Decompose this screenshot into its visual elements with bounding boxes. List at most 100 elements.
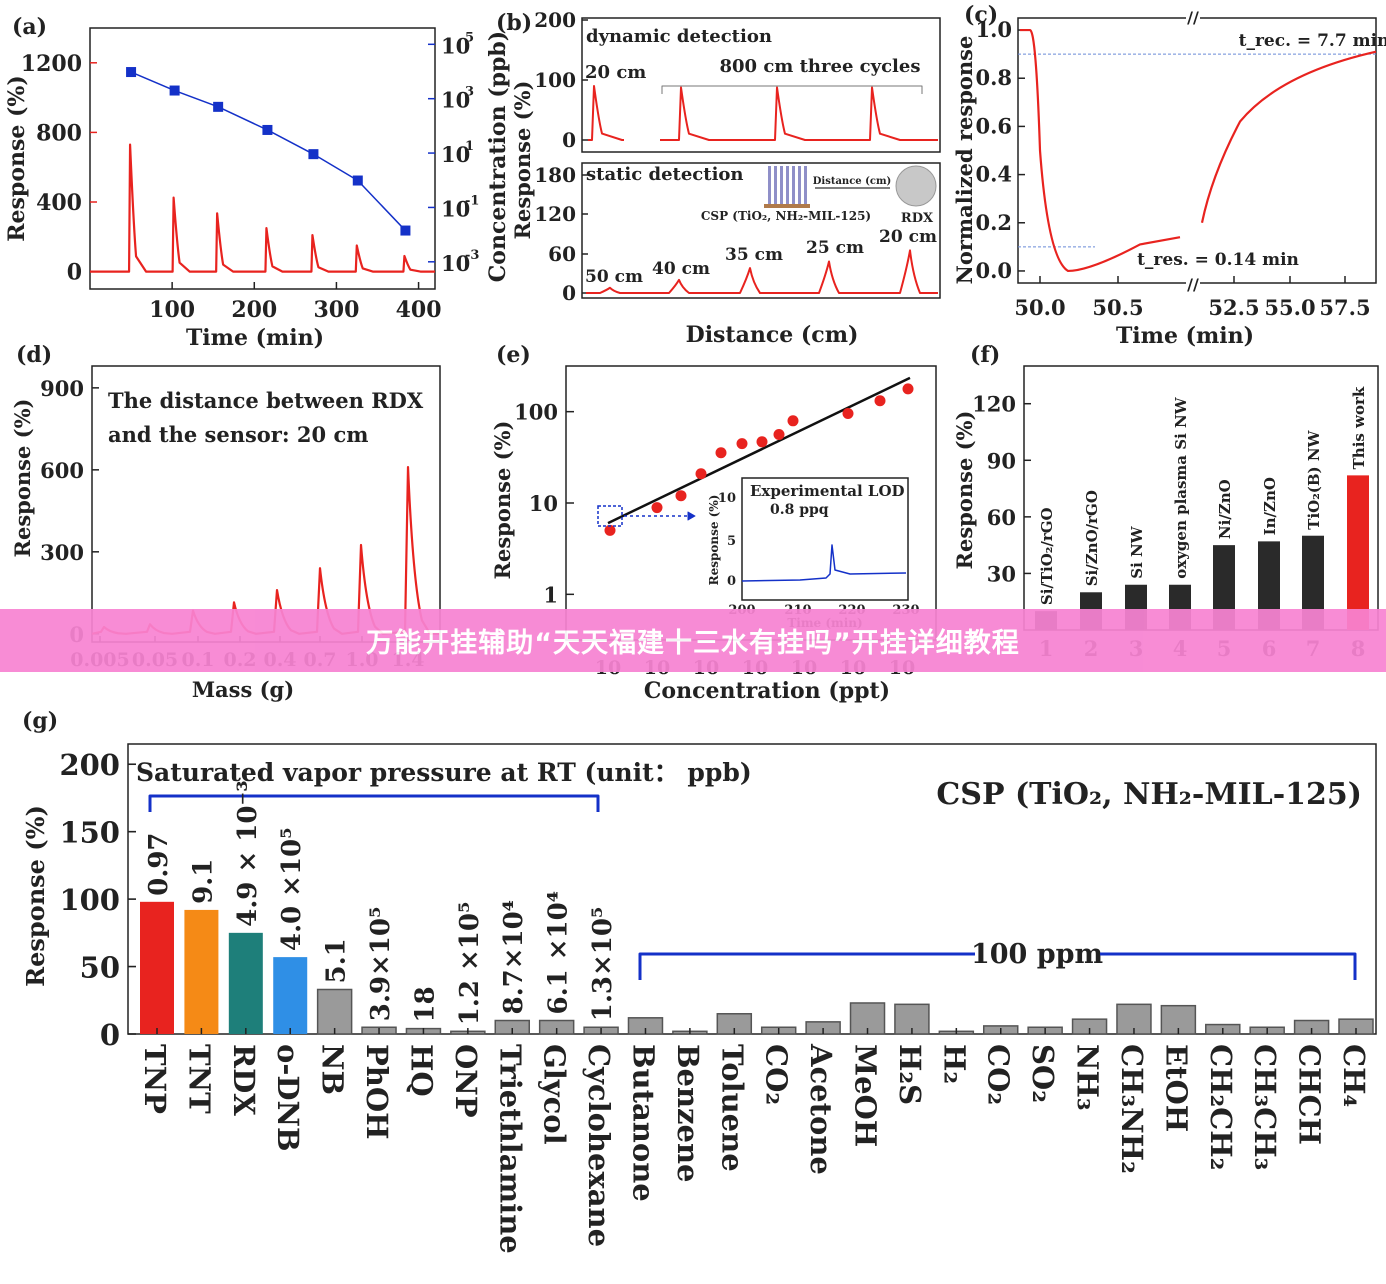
panel-g-pressure-label: 9.1: [188, 859, 218, 904]
panel-b-rdx-disc: [895, 165, 937, 207]
panel-e-ylabel: Response (%): [490, 421, 515, 580]
panel-b-sensor-caption: CSP (TiO₂, NH₂-MIL-125): [701, 209, 871, 223]
panel-g-category-label: H₂S: [893, 1044, 927, 1105]
panel-a-y2tick-exp: 5: [465, 30, 474, 45]
panel-f-bar: [1258, 541, 1280, 630]
panel-g-pressure-label: 8.7×10⁴: [499, 900, 529, 1015]
panel-d-annotation-line1: The distance between RDX: [108, 388, 424, 413]
panel-a-concentration-point: [213, 101, 224, 112]
panel-b-sensor-pillar: [768, 166, 771, 206]
panel-g-pressure-label: 18: [410, 986, 440, 1022]
panel-b-top-ytick-label: 100: [534, 68, 576, 92]
panel-f-bar-label: Ni/ZnO: [1216, 479, 1234, 539]
panel-e-ytick-label: 10: [529, 491, 558, 516]
panel-g-ytick-label: 100: [59, 883, 120, 917]
panel-b-sensor-pillar: [780, 166, 783, 206]
panel-a-xtick-label: 100: [149, 297, 195, 323]
panel-b-bottom-ytick-label: 0: [562, 281, 576, 305]
panel-c-ytick-label: 0.2: [975, 210, 1012, 235]
panel-a-ytick-label: 0: [67, 260, 82, 286]
panel-g-title: CSP (TiO₂, NH₂-MIL-125): [936, 777, 1362, 812]
panel-c-ytick-label: 0.6: [975, 113, 1012, 138]
panel-g-category-label: ONP: [449, 1044, 483, 1118]
panel-a-xtick-label: 300: [313, 297, 359, 323]
panel-e-data-point: [756, 436, 768, 448]
panel-c-axis-break-bottom: //: [1187, 275, 1199, 294]
panel-a-concentration-point: [352, 175, 363, 186]
panel-a-y2tick-exp: 1: [465, 139, 474, 154]
panel-e-inset-value: 0.8 ppq: [770, 502, 829, 518]
panel-b-label-three-cycles: 800 cm three cycles: [720, 56, 921, 77]
panel-c-axis-break-top: //: [1187, 8, 1199, 27]
panel-a-ytick-label: 800: [36, 120, 82, 146]
promo-banner: 万能开挂辅助“天天福建十三水有挂吗”开挂详细教程: [0, 609, 1386, 672]
panel-b-bottom-ytick-label: 120: [534, 202, 576, 226]
panel-b-bottom-ytick-label: 60: [548, 242, 576, 266]
panel-b-top-frame: [581, 17, 941, 153]
panel-b-distance-label: 25 cm: [806, 238, 864, 258]
panel-e-inset-ytick-label: 10: [718, 491, 736, 506]
panel-e-data-point: [842, 407, 854, 419]
panel-f-ytick-label: 90: [987, 448, 1016, 473]
panel-g-category-label: HQ: [404, 1044, 438, 1097]
panel-a-concentration-line: [130, 71, 406, 232]
panel-g-label: (g): [22, 708, 58, 734]
panel-a-ytick-label: 400: [36, 190, 82, 216]
panel-f-bar: [1213, 545, 1235, 630]
panel-a-xtick-label: 400: [396, 297, 442, 323]
panel-e-data-point: [736, 438, 748, 450]
panel-e-data-point: [651, 502, 663, 514]
panel-c-axis-break-bottom-mask: [1186, 278, 1200, 290]
panel-f-bar-label: oxygen plasma Si NW: [1172, 396, 1190, 578]
panel-e-data-point: [715, 447, 727, 459]
panel-c-ytick-label: 0.8: [975, 65, 1012, 90]
panel-f-bar-label: This work: [1350, 386, 1368, 469]
panel-d-xlabel: Mass (g): [192, 677, 294, 702]
panel-a-y2tick-exp: -3: [465, 248, 479, 263]
panel-g-pressure-label: 1.2 ×10⁵: [455, 902, 485, 1026]
panel-g-bracket1-label: Saturated vapor pressure at RT (unit： pp…: [136, 758, 752, 787]
panel-a-ylabel: Response (%): [4, 75, 30, 241]
panel-e-inset-line: [741, 544, 907, 582]
panel-g-bar: [1160, 1004, 1197, 1035]
panel-c-response-curve: [1020, 28, 1181, 273]
panel-d-ylabel: Response (%): [10, 399, 35, 558]
panel-g-bar: [184, 909, 219, 1034]
panel-g-category-label: CO₂: [982, 1044, 1016, 1105]
panel-b-distance-label: 50 cm: [585, 267, 643, 287]
panel-g-category-label: Butanone: [626, 1044, 660, 1202]
panel-a-concentration-point: [308, 149, 319, 160]
panel-g-category-label: EtOH: [1159, 1044, 1193, 1132]
panel-c-ylabel: Normalized response: [952, 36, 977, 285]
panel-g-pressure-label: 4.0 ×10⁵: [277, 827, 307, 951]
panel-g-bar: [316, 988, 353, 1035]
panel-b-bottom-frame: [581, 162, 941, 299]
panel-b-sensor-pillar: [792, 166, 795, 206]
panel-g-ylabel: Response (%): [21, 805, 50, 987]
panel-g-ytick-label: 200: [59, 748, 120, 782]
panel-a-y2tick-label: 10: [441, 251, 470, 276]
panel-c-xtick-label: 57.5: [1319, 295, 1370, 320]
panel-g-category-label: NB: [316, 1044, 350, 1095]
panel-b-top-line-2: [660, 86, 938, 141]
panel-e-inset-bg: [734, 474, 910, 622]
panel-g-category-label: Cyclohexane: [582, 1044, 616, 1247]
panel-f-bar-label: Si/TiO₂/rGO: [1038, 507, 1056, 605]
panel-g-pressure-label: 1.3×10⁵: [588, 907, 618, 1022]
panel-e-inset-frame: [741, 477, 909, 601]
panel-d-ytick-label: 900: [40, 376, 84, 401]
panel-e-inset-ytick-label: 5: [727, 534, 736, 549]
panel-e-lod-arrowhead: [687, 511, 696, 521]
panel-a-y2tick-label: 10: [441, 196, 470, 221]
panel-g-pressure-label: 3.9×10⁵: [366, 907, 396, 1022]
panel-g-category-label: RDX: [227, 1044, 261, 1116]
panel-a-label: (a): [12, 14, 47, 40]
panel-g-bar: [273, 957, 308, 1034]
panel-c-trec-annotation: t_rec. = 7.7 min: [1239, 31, 1386, 51]
panel-g-bracket2-right: [1100, 952, 1357, 980]
panel-b-sensor-pillar: [774, 166, 777, 206]
panel-f-ylabel: Response (%): [952, 411, 977, 570]
panel-b-label: (b): [496, 10, 532, 36]
panel-e-xlabel: Concentration (ppt): [644, 678, 890, 704]
panel-b-top-line-1: [588, 85, 624, 141]
